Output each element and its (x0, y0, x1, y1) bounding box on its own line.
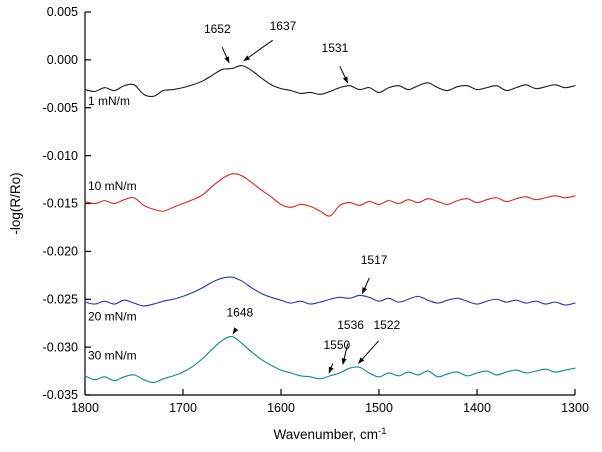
series-line-20-mn-m (84, 276, 576, 307)
peak-annotations: 1652 1637 1531 1517 1648 1550 1536 1522 (204, 19, 401, 374)
series-line-30-mn-m (84, 335, 576, 384)
peak-label-1522: 1522 (373, 318, 400, 332)
y-tick-label: -0.010 (43, 149, 78, 163)
series-label-20-mn-m: 20 mN/m (88, 309, 137, 323)
peak-arrow-1536 (341, 343, 349, 365)
series-label-1-mn-m: 1 mN/m (88, 94, 130, 108)
peak-label-1652: 1652 (204, 22, 231, 36)
series-label-30-mn-m: 30 mN/m (88, 349, 137, 363)
x-tick-label: 1800 (71, 401, 99, 415)
peak-arrow-1550 (328, 363, 334, 374)
x-tick-label: 1700 (169, 401, 197, 415)
x-tick-label: 1500 (365, 401, 393, 415)
peak-label-1536: 1536 (337, 318, 364, 332)
peak-label-1531: 1531 (322, 41, 349, 55)
peak-label-1517: 1517 (361, 253, 388, 267)
y-axis-title: -log(R/Ro) (8, 172, 23, 234)
y-tick-label: -0.035 (43, 388, 78, 402)
series-label-10-mn-m: 10 mN/m (88, 179, 137, 193)
peak-arrow-1652 (221, 46, 230, 64)
x-tick-label: 1600 (267, 401, 295, 415)
series-line-1-mn-m (84, 65, 576, 98)
peak-arrow-1522 (358, 340, 379, 364)
x-axis-title: Wavenumber, cm-1 (274, 426, 387, 442)
series-line-10-mn-m (84, 173, 576, 217)
y-tick-label: -0.020 (43, 245, 78, 259)
peak-arrow-1517 (361, 277, 370, 294)
peak-label-1637: 1637 (270, 19, 297, 33)
x-tick-label: 1400 (463, 401, 491, 415)
y-axis-ticks: 0.005 0.000 -0.005 -0.010 -0.015 -0.020 -0.025… (43, 5, 91, 402)
x-axis-ticks: 1800 1700 1600 1500 1400 1300 (71, 389, 589, 415)
y-tick-label: 0.000 (47, 53, 78, 67)
peak-arrow-1531 (339, 66, 349, 84)
y-tick-label: -0.015 (43, 197, 78, 211)
y-tick-label: -0.025 (43, 292, 78, 306)
peak-arrow-1637 (243, 39, 274, 62)
peak-label-1648: 1648 (226, 305, 253, 319)
y-tick-label: -0.030 (43, 340, 78, 354)
peak-arrow-1648 (232, 327, 239, 335)
y-tick-label: -0.005 (43, 101, 78, 115)
x-tick-label: 1300 (561, 401, 589, 415)
peak-label-1550: 1550 (324, 338, 351, 352)
y-tick-label: 0.005 (47, 5, 78, 19)
